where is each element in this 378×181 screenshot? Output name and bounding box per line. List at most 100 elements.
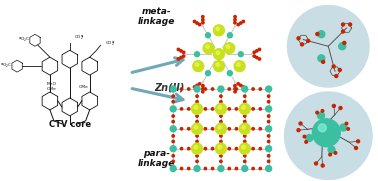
Circle shape xyxy=(224,43,235,54)
Circle shape xyxy=(172,155,174,157)
Text: MeO: MeO xyxy=(47,82,57,86)
Circle shape xyxy=(216,27,220,31)
Circle shape xyxy=(321,110,324,112)
Circle shape xyxy=(253,55,256,57)
Circle shape xyxy=(228,128,231,130)
Circle shape xyxy=(220,100,222,103)
Circle shape xyxy=(268,100,270,103)
Circle shape xyxy=(321,164,324,167)
Circle shape xyxy=(253,51,256,54)
Circle shape xyxy=(170,146,176,152)
Circle shape xyxy=(318,124,326,132)
Circle shape xyxy=(194,126,200,132)
Circle shape xyxy=(226,45,230,49)
Circle shape xyxy=(305,141,307,143)
Circle shape xyxy=(201,90,204,93)
Circle shape xyxy=(234,22,236,24)
Circle shape xyxy=(192,143,203,154)
Text: $^{\ominus}$O$_2$C: $^{\ominus}$O$_2$C xyxy=(0,62,12,70)
Circle shape xyxy=(201,16,204,18)
Circle shape xyxy=(172,100,174,103)
Circle shape xyxy=(316,33,319,35)
Circle shape xyxy=(266,126,272,132)
Circle shape xyxy=(170,86,176,92)
Circle shape xyxy=(211,128,214,130)
Circle shape xyxy=(240,84,242,87)
Circle shape xyxy=(187,88,190,90)
Circle shape xyxy=(234,61,245,72)
Text: $^{\ominus}$O$_2$C: $^{\ominus}$O$_2$C xyxy=(18,36,30,44)
Circle shape xyxy=(180,50,182,52)
Circle shape xyxy=(242,106,248,112)
Circle shape xyxy=(180,128,183,130)
Circle shape xyxy=(299,122,302,125)
Text: para-
linkage: para- linkage xyxy=(138,149,175,168)
Circle shape xyxy=(259,88,262,90)
Circle shape xyxy=(220,155,222,157)
Circle shape xyxy=(196,120,198,123)
Circle shape xyxy=(349,23,352,26)
Circle shape xyxy=(194,166,200,172)
Circle shape xyxy=(258,48,261,51)
Circle shape xyxy=(242,126,248,132)
Circle shape xyxy=(340,124,347,131)
Circle shape xyxy=(202,22,204,24)
Circle shape xyxy=(243,140,246,143)
Circle shape xyxy=(235,108,238,110)
Circle shape xyxy=(183,51,185,54)
Circle shape xyxy=(259,128,262,130)
Circle shape xyxy=(242,106,245,109)
Circle shape xyxy=(206,71,211,76)
Circle shape xyxy=(347,128,349,130)
Circle shape xyxy=(266,146,272,152)
Circle shape xyxy=(252,148,254,150)
Circle shape xyxy=(235,128,238,130)
Circle shape xyxy=(228,148,231,150)
Circle shape xyxy=(204,128,207,130)
Text: OMe: OMe xyxy=(79,85,89,89)
Circle shape xyxy=(343,41,346,44)
Circle shape xyxy=(338,68,341,71)
Text: Zn(II): Zn(II) xyxy=(154,82,184,92)
Circle shape xyxy=(202,85,204,87)
Circle shape xyxy=(301,43,304,46)
Circle shape xyxy=(172,135,174,137)
Circle shape xyxy=(303,135,306,138)
Circle shape xyxy=(259,108,262,110)
Circle shape xyxy=(345,122,348,125)
Circle shape xyxy=(268,120,270,123)
Circle shape xyxy=(322,60,325,63)
Circle shape xyxy=(234,88,236,90)
Circle shape xyxy=(306,134,313,142)
Circle shape xyxy=(356,140,359,143)
Circle shape xyxy=(312,119,340,147)
Circle shape xyxy=(172,120,174,123)
Circle shape xyxy=(170,106,176,112)
Circle shape xyxy=(268,160,270,163)
Circle shape xyxy=(218,145,222,149)
Circle shape xyxy=(252,88,254,90)
Circle shape xyxy=(256,56,258,59)
Circle shape xyxy=(242,20,245,23)
Circle shape xyxy=(180,148,183,150)
Circle shape xyxy=(307,39,310,42)
Circle shape xyxy=(297,37,300,40)
Circle shape xyxy=(243,100,246,103)
Circle shape xyxy=(242,125,245,129)
Circle shape xyxy=(215,143,226,154)
Circle shape xyxy=(268,140,270,143)
Circle shape xyxy=(193,86,196,88)
Circle shape xyxy=(242,86,245,88)
Circle shape xyxy=(172,140,174,143)
Circle shape xyxy=(237,83,239,85)
Circle shape xyxy=(194,145,198,149)
Circle shape xyxy=(177,48,180,51)
Circle shape xyxy=(220,140,222,143)
Circle shape xyxy=(228,88,231,90)
Circle shape xyxy=(234,18,236,21)
Circle shape xyxy=(256,50,258,52)
Circle shape xyxy=(266,166,272,172)
Circle shape xyxy=(243,135,246,137)
Circle shape xyxy=(172,95,174,97)
Circle shape xyxy=(172,160,174,163)
